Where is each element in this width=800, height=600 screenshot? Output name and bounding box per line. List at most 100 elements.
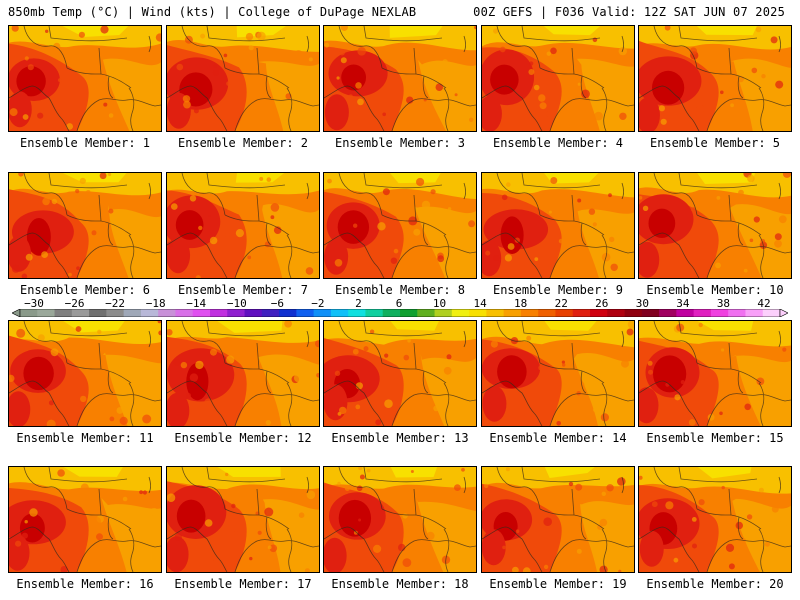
map-outlines	[324, 173, 476, 278]
temp-field-cool-north	[167, 467, 319, 490]
temp-field-east	[730, 355, 791, 426]
ensemble-member-label: Ensemble Member: 13	[331, 431, 469, 445]
map-outlines	[324, 321, 476, 426]
temp-field-coolest	[390, 321, 439, 331]
colorbar-swatch	[503, 309, 522, 317]
temp-field-cool-north	[167, 26, 319, 52]
ensemble-member-label: Ensemble Member: 4	[492, 136, 624, 150]
ensemble-member-map	[9, 321, 161, 426]
map-outlines	[482, 321, 634, 426]
colorbar-swatch	[607, 309, 625, 317]
colorbar-swatch	[710, 309, 729, 317]
colorbar-swatch	[728, 309, 746, 317]
colorbar-tick-label: −6	[270, 297, 284, 310]
colorbar-swatch	[313, 309, 332, 317]
colorbar-swatch	[296, 309, 315, 317]
ensemble-member-map	[9, 467, 161, 572]
ensemble-member-panel	[8, 466, 162, 573]
temp-field-east	[416, 499, 476, 572]
ensemble-member-map	[482, 26, 634, 131]
colorbar-swatch	[71, 309, 90, 317]
map-outlines	[167, 173, 319, 278]
colorbar-swatch	[279, 309, 297, 317]
map-outlines	[9, 467, 161, 572]
temp-field-east	[420, 353, 476, 426]
colorbar-swatch	[175, 309, 194, 317]
temp-field-east	[257, 354, 319, 426]
ensemble-member-panel	[638, 320, 792, 427]
colorbar-swatch	[382, 309, 401, 317]
colorbar-swatch	[89, 309, 107, 317]
ensemble-member-panel	[166, 172, 320, 279]
ensemble-member-panel	[481, 172, 635, 279]
map-outlines	[639, 26, 791, 131]
ensemble-member-map	[639, 173, 791, 278]
ensemble-member-map	[639, 467, 791, 572]
ensemble-member-panel	[166, 320, 320, 427]
temp-field-hottest	[490, 64, 519, 95]
map-outlines	[9, 321, 161, 426]
colorbar-swatch	[676, 309, 695, 317]
ensemble-member-panel	[323, 466, 477, 573]
colorbar-swatch	[659, 309, 677, 317]
ensemble-member-label: Ensemble Member: 1	[19, 136, 151, 150]
temp-field-east	[418, 60, 476, 131]
colorbar-tick-label: −18	[145, 297, 166, 310]
ensemble-member-map	[167, 321, 319, 426]
map-outlines	[167, 321, 319, 426]
colorbar-swatch	[20, 309, 38, 317]
colorbar-tick-label: 30	[635, 297, 649, 310]
colorbar-swatch	[192, 309, 211, 317]
ensemble-member-label: Ensemble Member: 16	[16, 577, 154, 591]
temp-field-hottest	[500, 216, 524, 254]
temp-field-cool-north	[482, 321, 634, 348]
colorbar-swatch	[140, 309, 159, 317]
temp-field-east	[414, 206, 476, 278]
ensemble-member-label: Ensemble Member: 9	[492, 283, 624, 297]
temp-field-south-hot	[482, 95, 502, 131]
temp-field-coolest	[389, 26, 443, 38]
ensemble-member-panel	[323, 172, 477, 279]
colorbar-tick-label: 42	[757, 297, 771, 310]
ensemble-member-map	[167, 467, 319, 572]
ensemble-member-map	[639, 321, 791, 426]
temp-field-cool-north	[9, 321, 161, 345]
temp-field-coolest	[543, 26, 601, 36]
colorbar-swatch	[469, 309, 487, 317]
temp-field-hottest	[497, 355, 527, 389]
ensemble-member-label: Ensemble Member: 12	[174, 431, 312, 445]
temp-field-south-hot	[482, 385, 507, 422]
colorbar-swatch	[210, 309, 228, 317]
ensemble-member-panel	[323, 25, 477, 132]
map-outlines	[482, 173, 634, 278]
temp-field-south-hot	[639, 241, 660, 278]
temp-field-south-hot	[9, 235, 32, 272]
ensemble-member-label: Ensemble Member: 18	[331, 577, 469, 591]
ensemble-member-panel	[8, 172, 162, 279]
ensemble-member-label: Ensemble Member: 6	[19, 283, 151, 297]
colorbar-swatch	[555, 309, 574, 317]
temp-field-south-hot	[639, 387, 659, 424]
ensemble-member-label: Ensemble Member: 10	[646, 283, 784, 297]
colorbar-tick-label: −10	[226, 297, 247, 310]
temp-field-south-hot	[9, 534, 30, 571]
colorbar-swatch	[486, 309, 505, 317]
ensemble-member-panel	[166, 466, 320, 573]
ensemble-member-label: Ensemble Member: 15	[646, 431, 784, 445]
temp-field-coolest	[544, 467, 595, 478]
ensemble-member-map	[482, 467, 634, 572]
colorbar-tick-label: 14	[473, 297, 487, 310]
temp-field-south-hot	[639, 530, 664, 567]
colorbar-tick-label: 22	[554, 297, 568, 310]
ensemble-member-map	[482, 321, 634, 426]
temp-field-east	[573, 352, 634, 426]
temp-field-cool-north	[9, 173, 161, 196]
temp-field-coolest	[544, 173, 599, 184]
ensemble-member-label: Ensemble Member: 2	[177, 136, 309, 150]
temp-field-hottest	[26, 217, 51, 256]
ensemble-member-label: Ensemble Member: 17	[174, 577, 312, 591]
map-outlines	[482, 26, 634, 131]
map-outlines	[639, 321, 791, 426]
colorbar-swatch	[158, 309, 176, 317]
colorbar-swatch	[434, 309, 453, 317]
